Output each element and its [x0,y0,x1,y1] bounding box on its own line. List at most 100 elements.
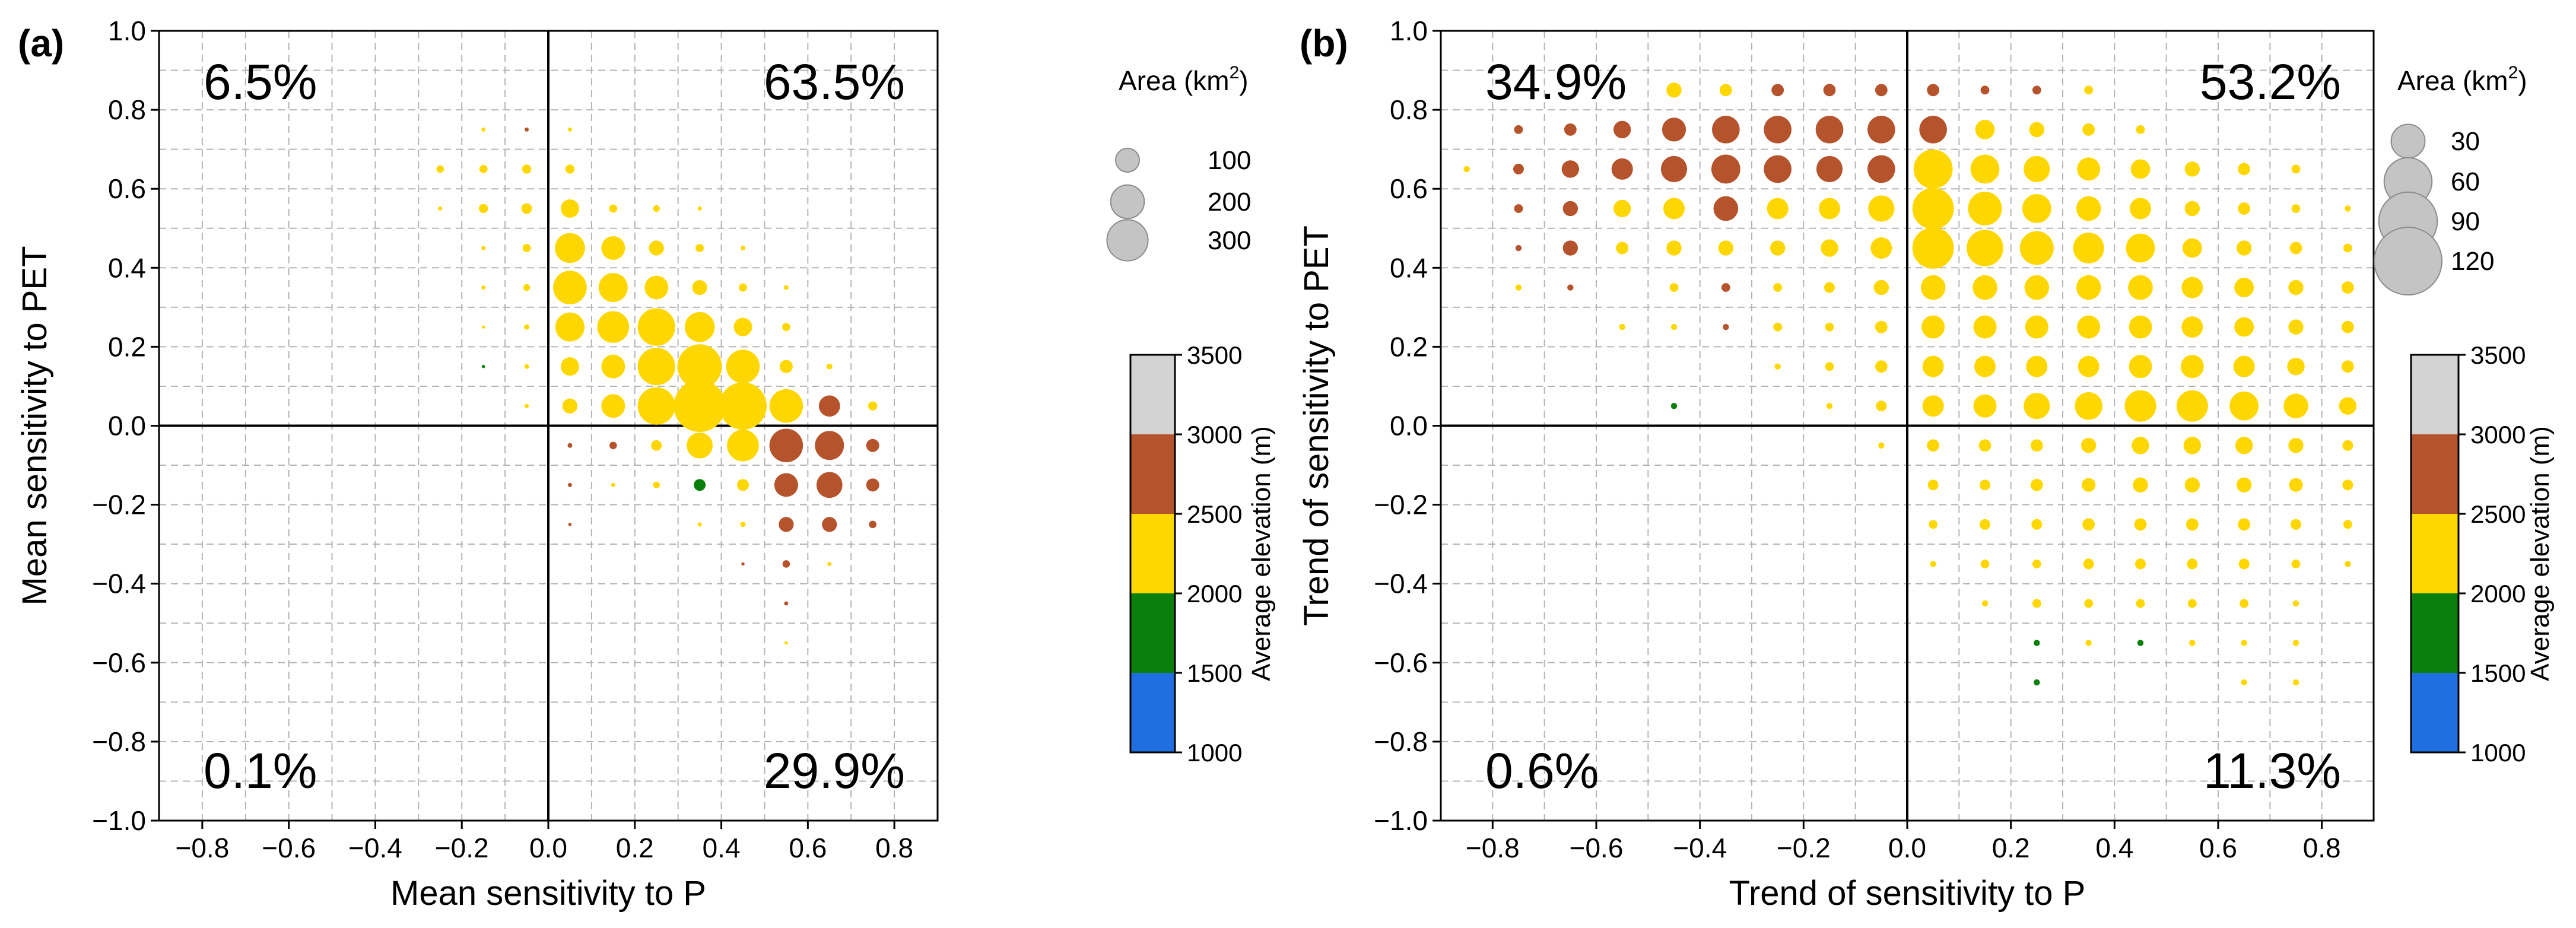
data-point [1876,401,1887,412]
data-point [733,317,752,336]
data-point [2025,315,2048,339]
colorbar-tick-label: 1000 [1187,739,1242,767]
data-point [2130,198,2151,220]
data-point [2189,640,2196,646]
colorbar-segment [2411,514,2459,593]
data-points [436,127,879,645]
colorbar-tick-label: 3000 [1187,421,1242,449]
colorbar-title: Average elevation (m) [2526,426,2555,681]
data-point [1973,315,1997,339]
data-point [1669,283,1679,292]
y-tick-label: 1.0 [1390,15,1428,46]
data-point [2238,163,2251,176]
data-point [2289,241,2302,255]
x-tick-label: −0.6 [262,832,316,863]
data-point [2182,238,2202,258]
data-point [2032,85,2041,95]
data-point [567,482,572,487]
data-point [784,601,789,606]
size-legend-marker [1115,148,1140,173]
data-point [1973,275,1997,300]
y-tick-label: 1.0 [108,15,146,46]
data-point [784,641,788,645]
data-point [1718,240,1734,256]
data-point [1764,155,1792,183]
panel-label: (b) [1300,22,1348,65]
data-point [816,472,843,498]
size-legend-marker [1110,184,1145,220]
data-point [2081,438,2097,453]
y-axis-title: Trend of sensitivity to PET [1297,225,1336,626]
data-point [2030,478,2043,491]
data-point [1463,166,1470,173]
size-legend-label: 60 [2451,167,2480,196]
data-point [1930,561,1936,567]
data-point [741,246,745,251]
size-legend-title-end: ) [1239,65,1248,96]
data-point [524,324,530,330]
data-point [2283,393,2308,419]
data-point [522,164,532,174]
data-point [2024,275,2050,300]
data-point [1613,120,1631,139]
data-point [677,344,722,389]
data-point [1980,560,1990,568]
data-point [2137,640,2144,646]
data-point [2291,519,2301,530]
data-point [1973,394,1997,418]
data-point [1564,123,1577,136]
data-point [1711,154,1740,184]
data-point [1663,198,1685,220]
data-point [524,364,529,369]
data-point [1920,275,1946,300]
size-legend-label: 200 [1208,187,1251,217]
data-point [822,517,837,532]
size-legend-label: 30 [2451,127,2480,156]
size-legend-label: 120 [2451,247,2494,276]
data-point [2136,599,2145,608]
data-point [560,357,579,376]
size-legend-title-end: ) [2518,65,2527,96]
data-point [2341,320,2354,333]
data-point [1867,116,1895,144]
y-tick-label: −0.4 [1374,568,1428,599]
data-point [2292,679,2299,686]
data-point [1922,355,1944,377]
data-point [2073,233,2104,264]
data-point [1825,362,1834,371]
data-point [1515,284,1522,291]
data-point [2076,275,2101,300]
data-point [815,431,844,460]
size-legend-marker [2374,227,2442,295]
data-point [601,236,625,260]
data-point [2032,560,2041,568]
data-point [2288,279,2304,295]
data-point [2029,122,2045,138]
colorbar-frame [2410,354,2460,754]
y-tick-label: −0.2 [92,490,146,520]
data-point [523,284,531,291]
data-point [2019,231,2054,265]
data-point [1662,117,1686,142]
y-tick-label: −0.8 [1374,726,1428,757]
x-axis-title: Mean sensitivity to P [390,874,706,913]
data-point [1611,158,1633,180]
data-point [1515,244,1522,252]
data-point [1613,199,1631,218]
data-point [1980,479,1990,491]
data-point [2082,123,2095,136]
data-point [779,517,794,532]
data-point [2238,202,2251,215]
data-point [2241,679,2247,686]
data-point [2181,277,2203,298]
data-point [1968,191,2002,225]
data-point [2236,240,2252,256]
y-tick-label: 0.6 [1390,173,1428,204]
colorbar-tick-label: 2000 [1187,580,1242,608]
data-point [674,380,726,433]
x-tick-label: 0.6 [789,832,827,863]
colorbar-tick-label: 3000 [2470,421,2526,449]
quadrant-label-bottom-left: 0.1% [204,743,317,799]
x-tick-label: −0.4 [1673,832,1727,863]
